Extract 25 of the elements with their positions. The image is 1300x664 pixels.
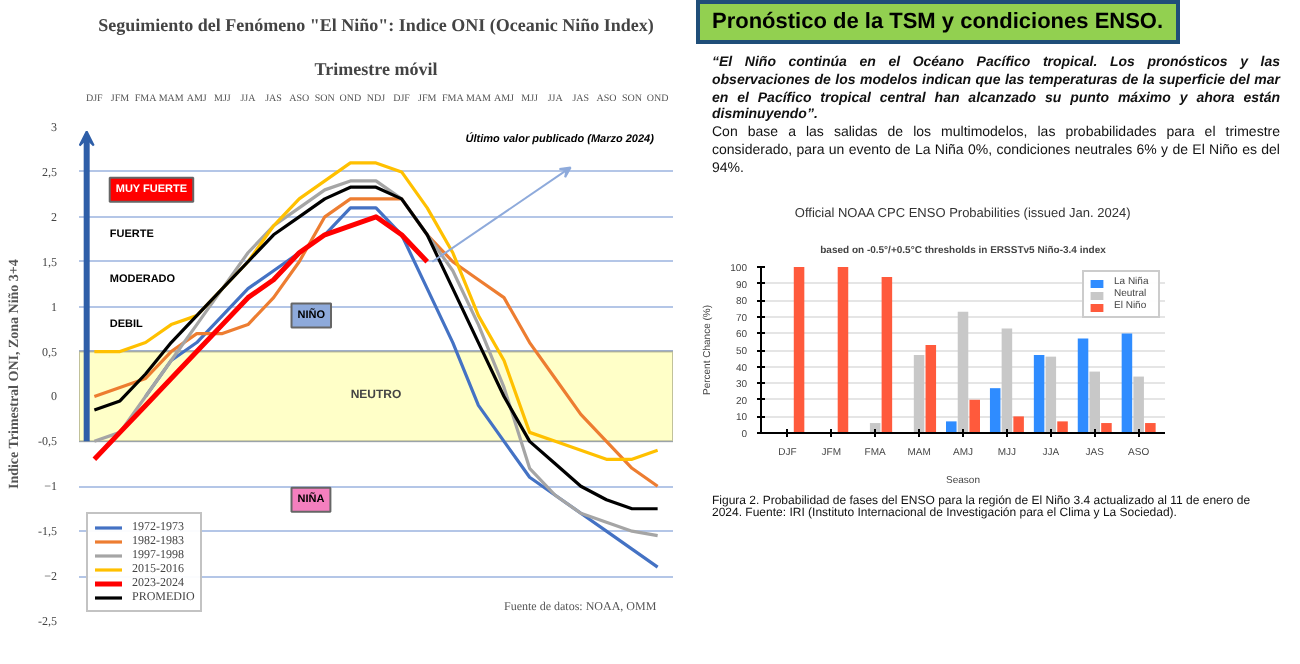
bar <box>1077 338 1089 433</box>
bar <box>1133 376 1144 433</box>
bar <box>925 345 937 433</box>
bar <box>1001 328 1013 433</box>
bar <box>1013 416 1024 433</box>
chart-title: Seguimiento del Fenómeno "El Niño": Indice ONI (Oceanic Niño Index) <box>98 15 654 35</box>
bar <box>1089 371 1101 433</box>
bar <box>989 388 1001 433</box>
bar <box>837 267 849 433</box>
bar <box>957 311 969 433</box>
bar <box>1057 421 1068 433</box>
bar <box>1045 356 1057 433</box>
bar <box>969 399 980 433</box>
bar <box>1101 423 1112 433</box>
line-series <box>91 214 430 462</box>
bar <box>881 276 893 433</box>
bar <box>793 267 805 433</box>
bar <box>1121 333 1133 433</box>
bar <box>946 421 957 433</box>
line-series <box>92 161 660 461</box>
bar <box>913 354 925 433</box>
bar <box>1145 423 1156 433</box>
chart-subtitle: Trimestre móvil <box>314 59 439 79</box>
bar <box>1033 354 1045 433</box>
text: Pronóstico de la TSM y condiciones ENSO. <box>696 0 1180 44</box>
